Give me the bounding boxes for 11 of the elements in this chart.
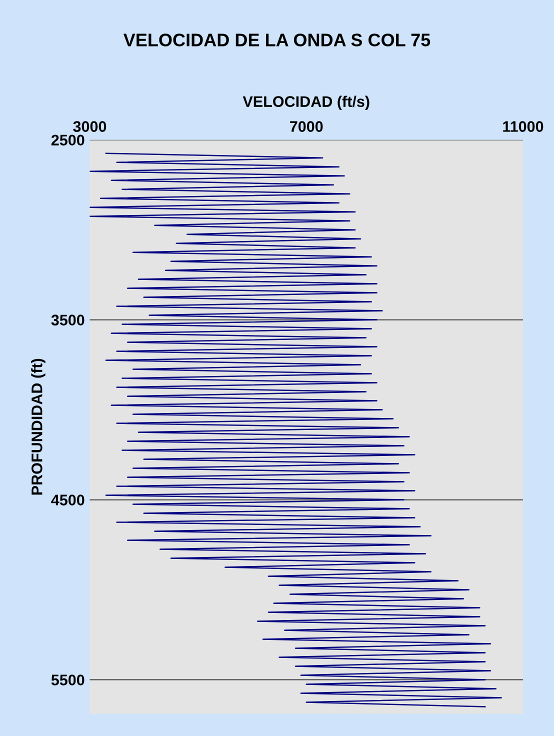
y-axis-title: PROFUNDIDAD (ft)	[31, 358, 46, 495]
y-tick-label: 5500	[51, 674, 84, 686]
y-tick-label: 4500	[51, 494, 84, 506]
line-series	[90, 152, 502, 708]
chart-title: VELOCIDAD DE LA ONDA S COL 75	[123, 34, 430, 46]
y-tick-label: 3500	[51, 314, 84, 326]
y-tick-label: 2500	[51, 134, 84, 146]
x-tick-label: 11000	[503, 121, 544, 132]
x-axis-title: VELOCIDAD (ft/s)	[242, 96, 370, 110]
x-tick-label: 3000	[73, 121, 106, 132]
x-tick-label: 7000	[290, 121, 323, 132]
